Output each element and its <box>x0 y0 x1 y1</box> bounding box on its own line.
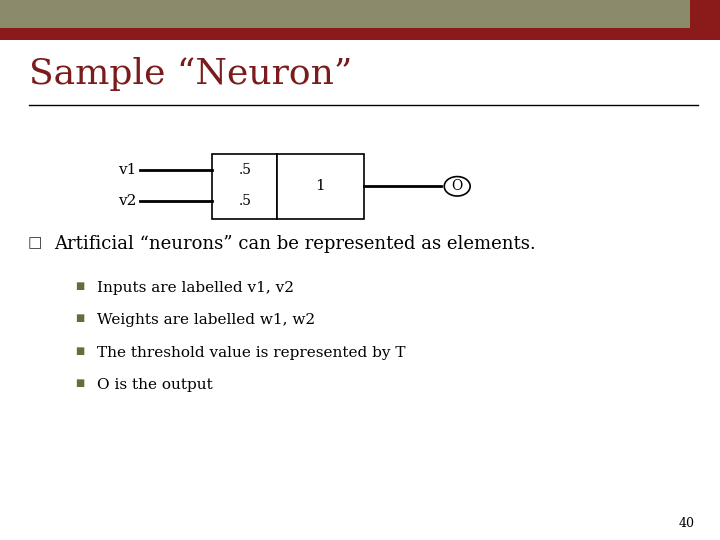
Text: □: □ <box>27 235 42 250</box>
Bar <box>0 28 720 40</box>
Text: ■: ■ <box>76 313 85 323</box>
Text: ■: ■ <box>76 346 85 356</box>
Bar <box>277 154 364 219</box>
Text: ■: ■ <box>76 378 85 388</box>
Text: v1: v1 <box>118 163 137 177</box>
Text: .5: .5 <box>238 163 251 177</box>
Bar <box>0 0 690 28</box>
Text: 1: 1 <box>315 179 325 193</box>
Bar <box>690 0 720 28</box>
Text: .5: .5 <box>238 194 251 208</box>
Circle shape <box>444 177 470 196</box>
Bar <box>212 154 277 219</box>
Text: Inputs are labelled v1, v2: Inputs are labelled v1, v2 <box>97 281 294 295</box>
Text: O is the output: O is the output <box>97 378 213 392</box>
Text: Sample “Neuron”: Sample “Neuron” <box>29 57 352 91</box>
Text: O: O <box>451 179 463 193</box>
Text: v2: v2 <box>118 194 137 208</box>
Text: Artificial “neurons” can be represented as elements.: Artificial “neurons” can be represented … <box>54 235 536 253</box>
Text: Weights are labelled w1, w2: Weights are labelled w1, w2 <box>97 313 315 327</box>
Text: The threshold value is represented by T: The threshold value is represented by T <box>97 346 405 360</box>
Bar <box>690 28 720 32</box>
Text: 40: 40 <box>679 517 695 530</box>
Text: ■: ■ <box>76 281 85 291</box>
